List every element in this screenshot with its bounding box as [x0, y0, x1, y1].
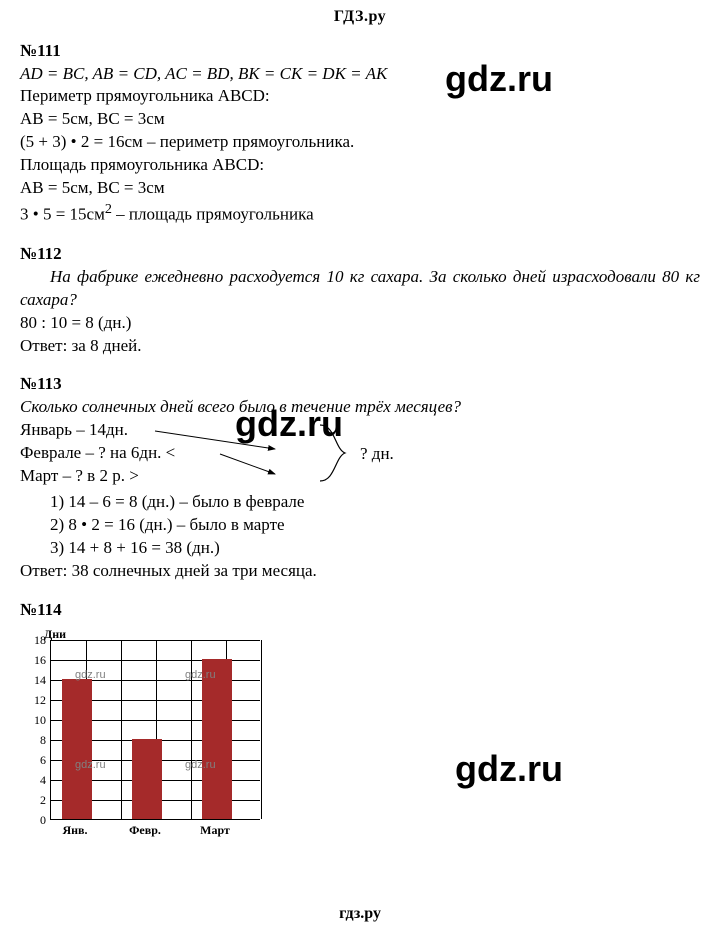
chart-xlabel: Февр.	[120, 822, 170, 838]
task-111-line-6: AB = 5см, BC = 3см	[20, 177, 700, 200]
chart-ytick-label: 12	[20, 692, 46, 708]
chart-ytick-label: 4	[20, 772, 46, 788]
task-111-line-4: (5 + 3) • 2 = 16см – периметр прямоуголь…	[20, 131, 700, 154]
task-111-line-7sup: 2	[105, 201, 112, 217]
task-111-line-1: AD = BC, AB = CD, AC = BD, BK = CK = DK …	[20, 63, 700, 86]
chart-ytick-label: 14	[20, 672, 46, 688]
chart-ytick-label: 10	[20, 712, 46, 728]
task-113-step-3: 3) 14 + 8 + 16 = 38 (дн.)	[20, 537, 700, 560]
task-114-title: №114	[20, 599, 700, 622]
task-111-line-5: Площадь прямоугольника ABCD:	[20, 154, 700, 177]
chart-gridline-v	[261, 640, 262, 819]
task-112-line-1: 80 : 10 = 8 (дн.)	[20, 312, 700, 335]
task-113-arrows	[20, 419, 420, 491]
chart-ytick-label: 2	[20, 792, 46, 808]
chart-watermark: gdz.ru	[185, 668, 216, 683]
chart-ytick-label: 0	[20, 812, 46, 828]
task-112-question: На фабрике ежедневно расходуется 10 кг с…	[20, 266, 700, 312]
task-113-answer: Ответ: 38 солнечных дней за три месяца.	[20, 560, 700, 583]
chart-bar	[62, 679, 92, 819]
chart-bar	[202, 659, 232, 819]
task-113-step-1: 1) 14 – 6 = 8 (дн.) – было в феврале	[20, 491, 700, 514]
chart-114: Дни 181614121086420 Янв.Февр.Март gdz.ru…	[20, 626, 280, 846]
task-113-step-2: 2) 8 • 2 = 16 (дн.) – было в марте	[20, 514, 700, 537]
chart-gridline-v	[121, 640, 122, 819]
chart-ytick-label: 18	[20, 632, 46, 648]
chart-ytick-label: 8	[20, 732, 46, 748]
chart-ytick-label: 16	[20, 652, 46, 668]
chart-watermark: gdz.ru	[75, 668, 106, 683]
content: №111 AD = BC, AB = CD, AC = BD, BK = CK …	[0, 28, 720, 846]
task-112-title: №112	[20, 243, 700, 266]
task-111-title: №111	[20, 40, 700, 63]
task-111-line-2: Периметр прямоугольника ABCD:	[20, 85, 700, 108]
chart-xlabel: Янв.	[50, 822, 100, 838]
page-header: ГДЗ.ру	[0, 0, 720, 28]
chart-watermark: gdz.ru	[185, 758, 216, 773]
task-111-line-7: 3 • 5 = 15см2 – площадь прямоугольника	[20, 200, 700, 227]
task-113-question: Сколько солнечных дней всего было в тече…	[20, 396, 700, 419]
task-113-diagram: Январь – 14дн. Феврале – ? на 6дн. < Мар…	[20, 419, 700, 491]
chart-watermark: gdz.ru	[75, 758, 106, 773]
chart-bar	[132, 739, 162, 819]
task-113-title: №113	[20, 373, 700, 396]
chart-xlabel: Март	[190, 822, 240, 838]
chart-plot-area	[50, 640, 260, 820]
task-111-line-3: AB = 5см, BC = 3см	[20, 108, 700, 131]
chart-ytick-label: 6	[20, 752, 46, 768]
task-111-line-7b: – площадь прямоугольника	[112, 205, 314, 224]
page-footer: гдз.ру	[0, 903, 720, 925]
task-112-line-2: Ответ: за 8 дней.	[20, 335, 700, 358]
task-111-line-7a: 3 • 5 = 15см	[20, 205, 105, 224]
chart-gridline-v	[191, 640, 192, 819]
